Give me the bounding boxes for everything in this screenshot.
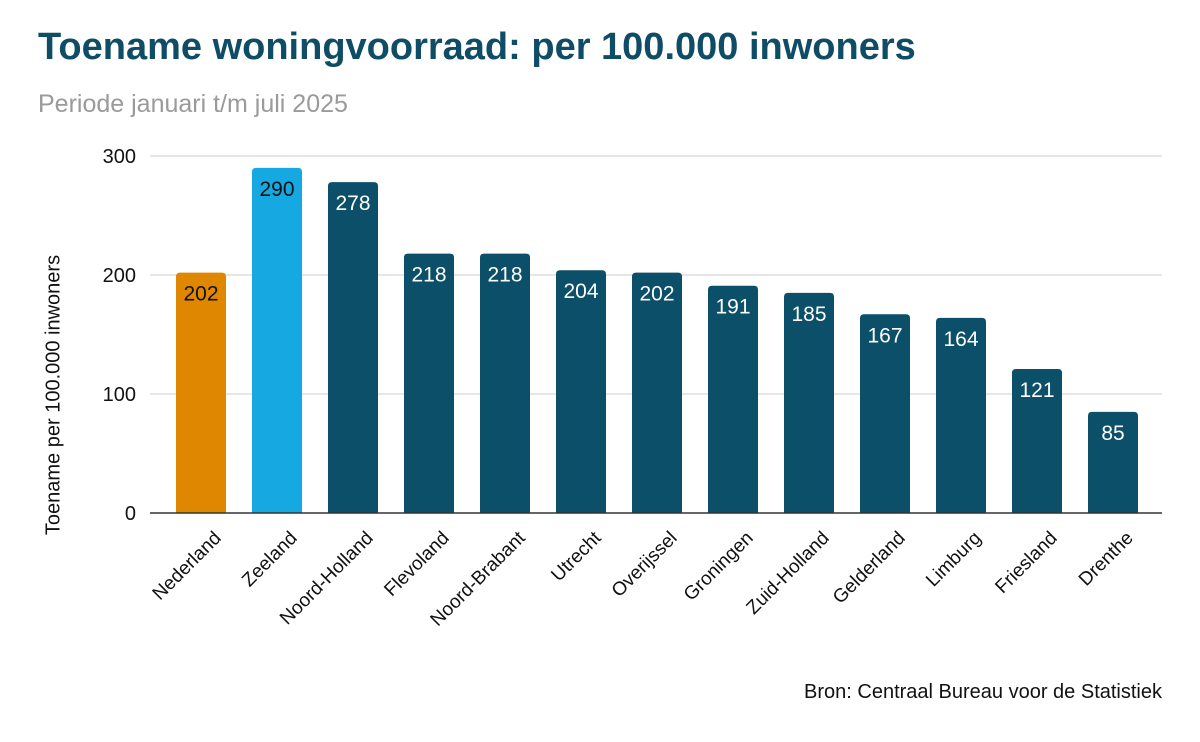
bar-value-label: 164 <box>943 328 978 351</box>
bar-value-label: 218 <box>411 264 446 287</box>
y-tick-label: 0 <box>125 503 136 525</box>
x-tick-label: Zeeland <box>238 528 301 591</box>
y-axis-label: Toename per 100.000 inwoners <box>42 255 64 535</box>
bar-value-label: 202 <box>183 283 218 306</box>
bar <box>784 292 834 513</box>
y-tick-label: 200 <box>103 265 136 287</box>
y-axis-ticks: 0 100 200 300 <box>103 146 136 525</box>
value-labels: 202 290 278 218 218 204 202 191 185 167 164 121 85 <box>183 178 1124 445</box>
bar <box>328 182 378 513</box>
x-tick-label: Gelderland <box>829 528 910 609</box>
bar <box>860 314 910 513</box>
bar-value-label: 121 <box>1019 379 1054 402</box>
x-tick-label: Friesland <box>991 528 1061 598</box>
bar <box>1088 411 1138 513</box>
x-tick-label: Flevoland <box>380 528 453 601</box>
bar <box>404 253 454 513</box>
bar-value-label: 290 <box>259 178 294 201</box>
bar <box>632 272 682 513</box>
bar-value-label: 218 <box>487 264 522 287</box>
bar <box>176 272 226 513</box>
bar-value-label: 278 <box>335 192 370 215</box>
bar <box>708 285 758 513</box>
bar <box>480 253 530 513</box>
bar-value-label: 191 <box>715 296 750 319</box>
bar <box>252 167 302 513</box>
bar <box>936 317 986 513</box>
chart-subtitle: Periode januari t/m juli 2025 <box>38 90 348 118</box>
x-tick-label: Nederland <box>149 528 226 605</box>
x-tick-label: Utrecht <box>547 527 606 586</box>
source-note: Bron: Centraal Bureau voor de Statistiek <box>804 681 1162 703</box>
bars <box>176 167 1138 513</box>
bar <box>1012 369 1062 513</box>
bar-value-label: 204 <box>563 280 598 303</box>
y-tick-label: 300 <box>103 146 136 168</box>
bar-value-label: 85 <box>1101 422 1124 445</box>
bar-value-label: 167 <box>867 324 902 347</box>
x-tick-label: Overijssel <box>608 528 682 602</box>
chart-title: Toename woningvoorraad: per 100.000 inwo… <box>38 26 916 68</box>
x-tick-label: Limburg <box>922 528 985 591</box>
bar-value-label: 202 <box>639 283 674 306</box>
x-tick-label: Drenthe <box>1075 528 1138 591</box>
bar <box>556 270 606 513</box>
y-tick-label: 100 <box>103 384 136 406</box>
x-tick-label: Groningen <box>680 528 758 606</box>
bar-value-label: 185 <box>791 303 826 326</box>
